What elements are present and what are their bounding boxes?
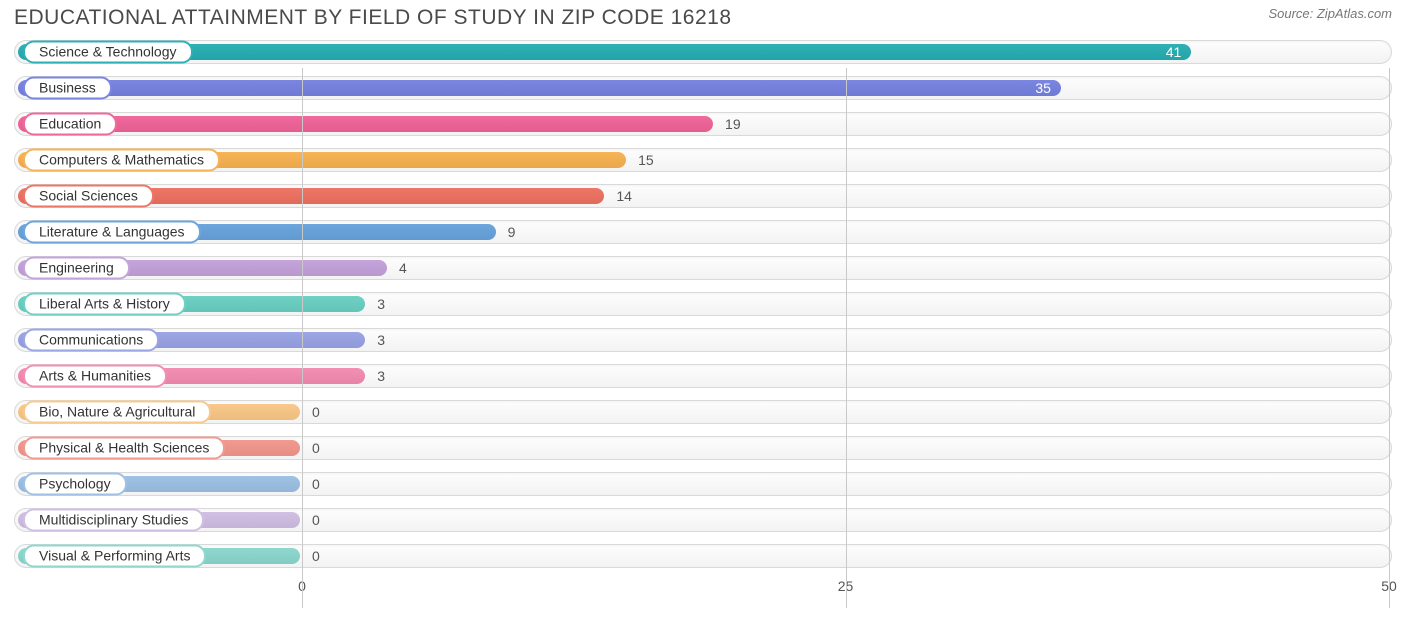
bar-value: 4 <box>399 260 407 276</box>
category-label-pill: Bio, Nature & Agricultural <box>23 401 211 424</box>
category-label-pill: Science & Technology <box>23 41 193 64</box>
gridline <box>1389 68 1390 608</box>
gridline <box>846 68 847 608</box>
bar: 41 <box>18 44 1191 60</box>
bar-value: 0 <box>312 512 320 528</box>
bar-value: 9 <box>508 224 516 240</box>
category-label-pill: Literature & Languages <box>23 221 201 244</box>
category-label-pill: Psychology <box>23 473 127 496</box>
bar-value: 0 <box>312 476 320 492</box>
bar-value: 41 <box>1166 44 1182 60</box>
chart-title: EDUCATIONAL ATTAINMENT BY FIELD OF STUDY… <box>14 6 732 30</box>
bar-value: 35 <box>1035 80 1051 96</box>
gridline <box>302 68 303 608</box>
bar-row: 41 Science & Technology <box>14 34 1392 70</box>
category-label-pill: Social Sciences <box>23 185 154 208</box>
gridlines <box>14 68 1392 632</box>
category-label-pill: Communications <box>23 329 159 352</box>
category-label-pill: Multidisciplinary Studies <box>23 509 204 532</box>
category-label-pill: Business <box>23 77 112 100</box>
bar-value: 3 <box>377 332 385 348</box>
bar-value: 15 <box>638 152 654 168</box>
category-label-pill: Education <box>23 113 117 136</box>
chart-area: 41 Science & Technology 35 Business Educatio… <box>0 34 1406 598</box>
bar-value: 0 <box>312 404 320 420</box>
bar-value: 0 <box>312 440 320 456</box>
bar-value: 3 <box>377 368 385 384</box>
category-label-pill: Liberal Arts & History <box>23 293 186 316</box>
category-label-pill: Computers & Mathematics <box>23 149 220 172</box>
bar-value: 0 <box>312 548 320 564</box>
category-label-pill: Engineering <box>23 257 130 280</box>
bar-value: 19 <box>725 116 741 132</box>
category-label-pill: Arts & Humanities <box>23 365 167 388</box>
bar-value: 3 <box>377 296 385 312</box>
bar-value: 14 <box>616 188 632 204</box>
chart-source: Source: ZipAtlas.com <box>1268 6 1392 21</box>
bar-track: 41 Science & Technology <box>14 40 1392 64</box>
category-label-pill: Visual & Performing Arts <box>23 545 206 568</box>
category-label-pill: Physical & Health Sciences <box>23 437 225 460</box>
